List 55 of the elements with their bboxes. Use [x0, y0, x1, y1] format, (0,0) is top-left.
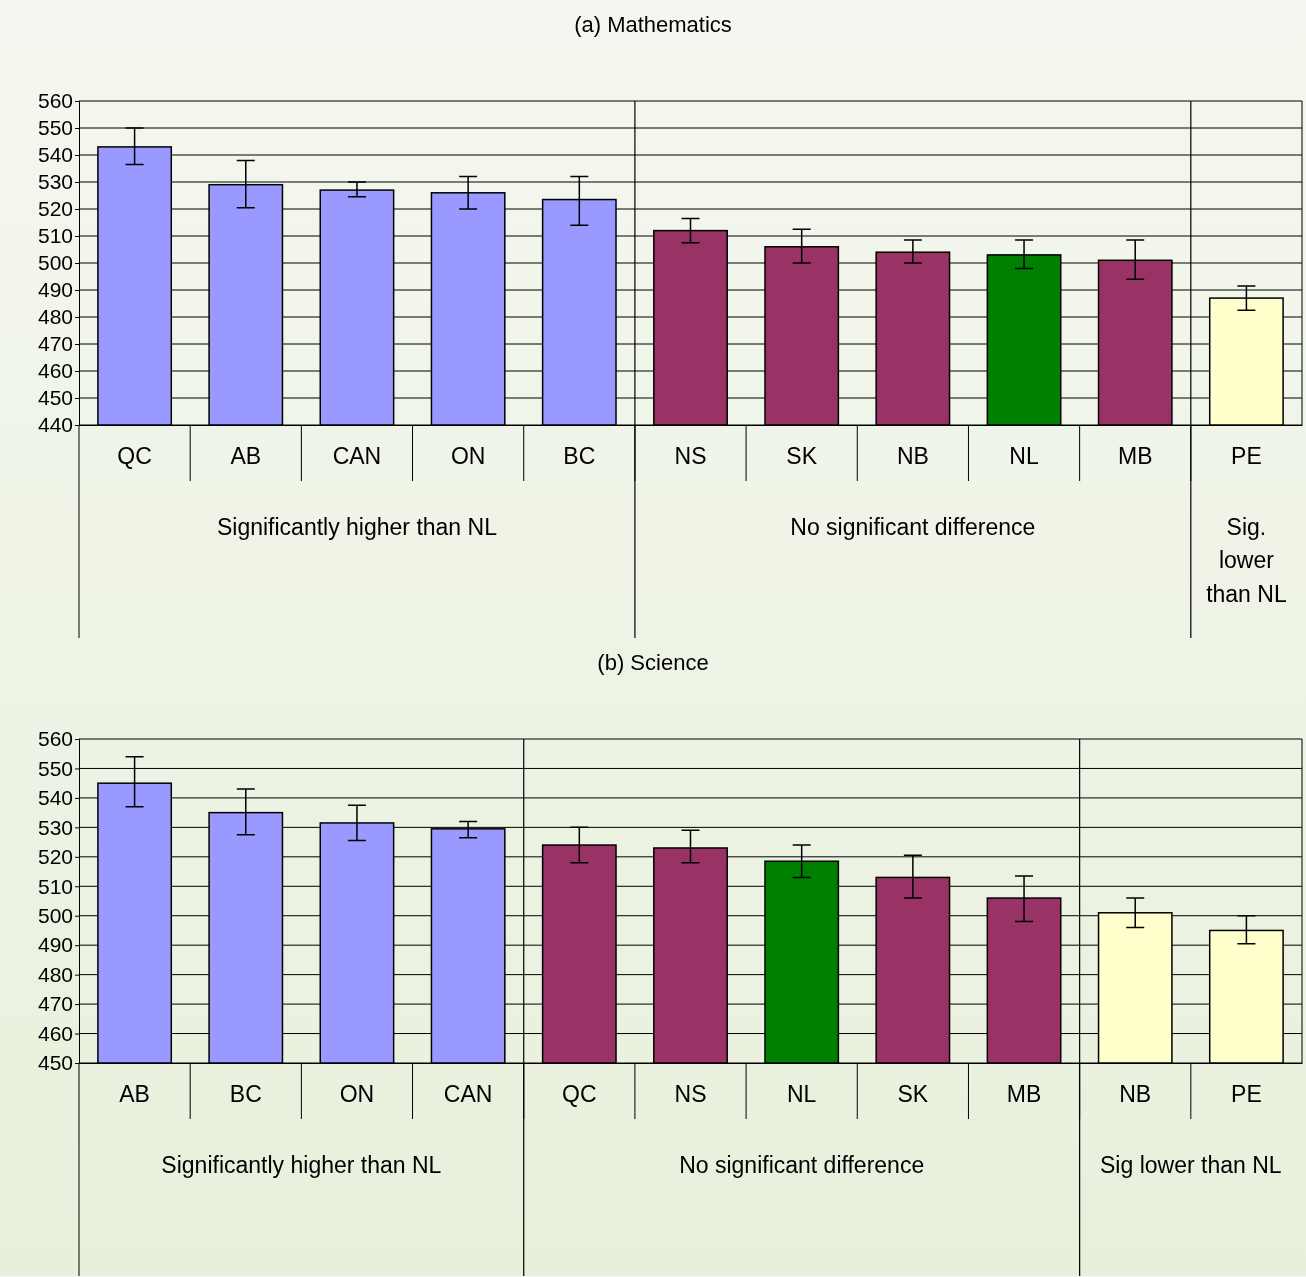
- y-tick-label: 540: [37, 786, 73, 810]
- y-tick-label: 530: [37, 815, 73, 839]
- text: Significantly higher than NL: [216, 514, 498, 540]
- chart-title: (a) Mathematics: [574, 12, 732, 37]
- y-tick-label: 540: [37, 143, 73, 167]
- text: Sig. lower than NL: [1206, 514, 1287, 607]
- x-tick-label: CAN: [443, 1080, 493, 1107]
- x-tick-label: NL: [786, 1080, 817, 1107]
- text: Significantly higher than NL: [161, 1152, 442, 1178]
- y-tick-label: 500: [37, 251, 73, 275]
- x-tick-label: AB: [119, 1080, 150, 1107]
- y-tick-label: 560: [37, 89, 73, 113]
- x-tick-label: PE: [1231, 1080, 1262, 1107]
- y-tick-label: 550: [37, 756, 73, 780]
- y-tick-label: 490: [37, 278, 73, 302]
- y-tick-label: 460: [37, 359, 73, 383]
- y-tick-label: 490: [37, 933, 73, 957]
- text: No significant difference: [679, 1152, 925, 1178]
- x-tick-label: NS: [674, 1080, 707, 1107]
- text: Sig lower than NL: [1100, 1152, 1282, 1178]
- y-tick-label: 500: [37, 903, 73, 927]
- y-tick-label: 560: [37, 727, 73, 751]
- x-tick-label: SK: [786, 442, 818, 469]
- x-tick-label: PE: [1231, 442, 1262, 469]
- y-tick-label: 440: [37, 413, 73, 437]
- y-tick-label: 470: [37, 992, 73, 1016]
- y-tick-label: 460: [37, 1021, 73, 1045]
- y-tick-label: 450: [37, 386, 73, 410]
- x-tick-label: NL: [1009, 442, 1039, 469]
- x-tick-label: NS: [674, 442, 707, 469]
- y-tick-label: 510: [37, 224, 73, 248]
- x-tick-label: SK: [897, 1080, 929, 1107]
- x-tick-label: ON: [339, 1080, 375, 1107]
- y-tick-label: 520: [37, 197, 73, 221]
- x-tick-label: BC: [229, 1080, 262, 1107]
- y-tick-label: 480: [37, 305, 73, 329]
- chart-title: (b) Science: [597, 650, 709, 675]
- x-tick-label: CAN: [332, 442, 382, 469]
- x-tick-label: NB: [896, 442, 929, 469]
- y-tick-label: 480: [37, 962, 73, 986]
- text: No significant difference: [790, 514, 1036, 540]
- y-tick-label: 550: [37, 116, 73, 140]
- y-tick-label: 520: [37, 845, 73, 869]
- x-tick-label: QC: [117, 442, 152, 469]
- x-tick-label: MB: [1117, 442, 1153, 469]
- y-tick-label: 510: [37, 874, 73, 898]
- x-tick-label: NB: [1119, 1080, 1152, 1107]
- y-tick-label: 530: [37, 170, 73, 194]
- y-tick-label: 470: [37, 332, 73, 356]
- y-tick-label: 450: [37, 1051, 73, 1075]
- x-tick-label: BC: [563, 442, 596, 469]
- x-tick-label: MB: [1006, 1080, 1042, 1107]
- x-tick-label: AB: [230, 442, 262, 469]
- x-tick-label: QC: [562, 1080, 597, 1107]
- x-tick-label: ON: [450, 442, 486, 469]
